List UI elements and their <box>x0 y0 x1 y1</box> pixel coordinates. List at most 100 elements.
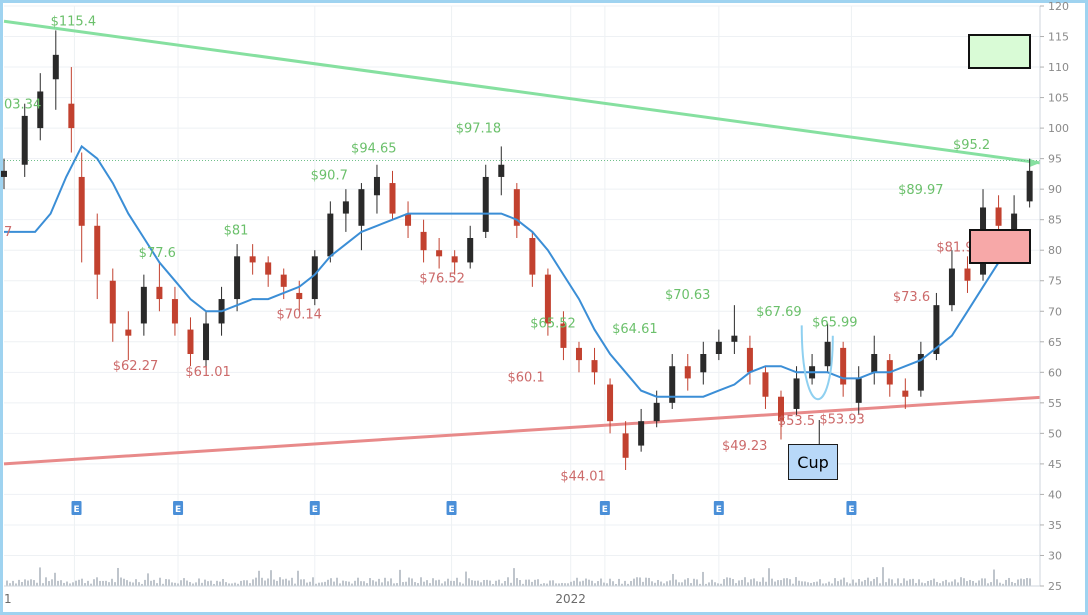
volume-bar <box>948 582 950 586</box>
volume-bar <box>396 583 398 586</box>
volume-bar <box>213 583 215 586</box>
candle-body <box>52 54 59 80</box>
high-price-label: $97.18 <box>456 121 502 136</box>
candle-body <box>746 347 753 373</box>
volume-bar <box>510 582 512 586</box>
volume-bar <box>309 581 311 586</box>
volume-bar <box>375 581 377 586</box>
volume-bar <box>132 582 134 586</box>
volume-bar <box>717 583 719 586</box>
volume-bar <box>198 578 200 586</box>
volume-bar <box>339 583 341 586</box>
y-tick-label: 95 <box>1048 153 1062 166</box>
volume-bar <box>264 580 266 586</box>
volume-bar <box>924 583 926 586</box>
volume-bar <box>21 582 23 586</box>
high-price-label: 03.34 <box>4 98 41 113</box>
volume-bar <box>972 580 974 586</box>
volume-bar <box>234 582 236 586</box>
candle-body <box>1026 170 1033 202</box>
volume-bar <box>27 580 29 586</box>
y-tick-label: 35 <box>1048 519 1062 532</box>
volume-bar <box>276 580 278 586</box>
target-box-green <box>968 34 1031 69</box>
candle-body <box>420 231 427 251</box>
volume-bar <box>834 578 836 586</box>
candle-body <box>156 286 163 300</box>
volume-bar <box>468 578 470 586</box>
low-price-label: $44.01 <box>560 469 606 484</box>
volume-bar <box>369 578 371 586</box>
high-price-label: $65.52 <box>530 317 576 332</box>
volume-bar <box>795 577 797 586</box>
volume-bar <box>75 580 77 586</box>
volume-bar <box>294 583 296 586</box>
volume-bar <box>999 582 1001 586</box>
volume-bar <box>846 582 848 586</box>
volume-bar <box>348 581 350 586</box>
volume-bar <box>69 583 71 586</box>
volume-bar <box>336 577 338 586</box>
volume-bar <box>489 580 491 586</box>
volume-bar <box>984 578 986 586</box>
volume-bar <box>300 579 302 586</box>
volume-bar <box>522 583 524 586</box>
volume-bar <box>381 582 383 586</box>
volume-bar <box>990 582 992 586</box>
y-tick-label: 115 <box>1048 31 1069 44</box>
volume-bar <box>345 581 347 586</box>
volume-bar <box>927 580 929 586</box>
y-tick-label: 90 <box>1048 183 1062 196</box>
y-tick-label: 50 <box>1048 427 1062 440</box>
volume-bar <box>531 581 533 586</box>
candle-body <box>94 225 101 275</box>
volume-bar <box>474 580 476 586</box>
candle-body <box>591 360 598 373</box>
volume-bar <box>354 580 356 586</box>
volume-bar <box>261 577 263 586</box>
volume-bar <box>81 578 83 586</box>
volume-bar <box>9 583 11 586</box>
volume-bar <box>420 577 422 586</box>
volume-bar <box>576 577 578 586</box>
candle-body <box>840 347 847 385</box>
low-price-label: $61.01 <box>185 365 231 380</box>
volume-bar <box>1023 579 1025 586</box>
volume-bar <box>516 578 518 586</box>
volume-bar <box>750 579 752 586</box>
volume-bar <box>360 581 362 586</box>
volume-bar <box>33 580 35 586</box>
candle-body <box>964 268 971 281</box>
volume-bar <box>156 583 158 586</box>
volume-bar <box>825 583 827 586</box>
volume-bar <box>222 578 224 586</box>
volume-bar <box>435 580 437 586</box>
earnings-marker <box>713 501 724 515</box>
volume-bar <box>273 579 275 586</box>
volume-bar <box>876 577 878 586</box>
high-price-label: $89.97 <box>898 183 944 198</box>
high-price-label: $64.61 <box>612 322 658 337</box>
volume-bar <box>147 573 149 586</box>
volume-bar <box>501 583 503 586</box>
volume-bar <box>288 580 290 586</box>
high-price-label: $115.4 <box>51 15 96 30</box>
candle-body <box>762 372 769 397</box>
volume-bar <box>45 577 47 586</box>
volume-bar <box>774 581 776 586</box>
volume-bar <box>741 579 743 586</box>
x-axis: 1 2022 <box>4 585 1040 606</box>
volume-bar <box>828 581 830 586</box>
volume-bar <box>477 580 479 586</box>
volume-bar <box>897 578 899 586</box>
low-price-label: $70.14 <box>276 308 322 323</box>
volume-bar <box>162 583 164 586</box>
volume-bar <box>51 579 53 586</box>
volume-bar <box>912 578 914 586</box>
volume-bar <box>858 579 860 586</box>
cup-label: Cup <box>788 444 838 480</box>
volume-bar <box>342 580 344 586</box>
volume-bar <box>372 580 374 586</box>
volume-bar <box>408 577 410 586</box>
volume-bar <box>642 581 644 586</box>
